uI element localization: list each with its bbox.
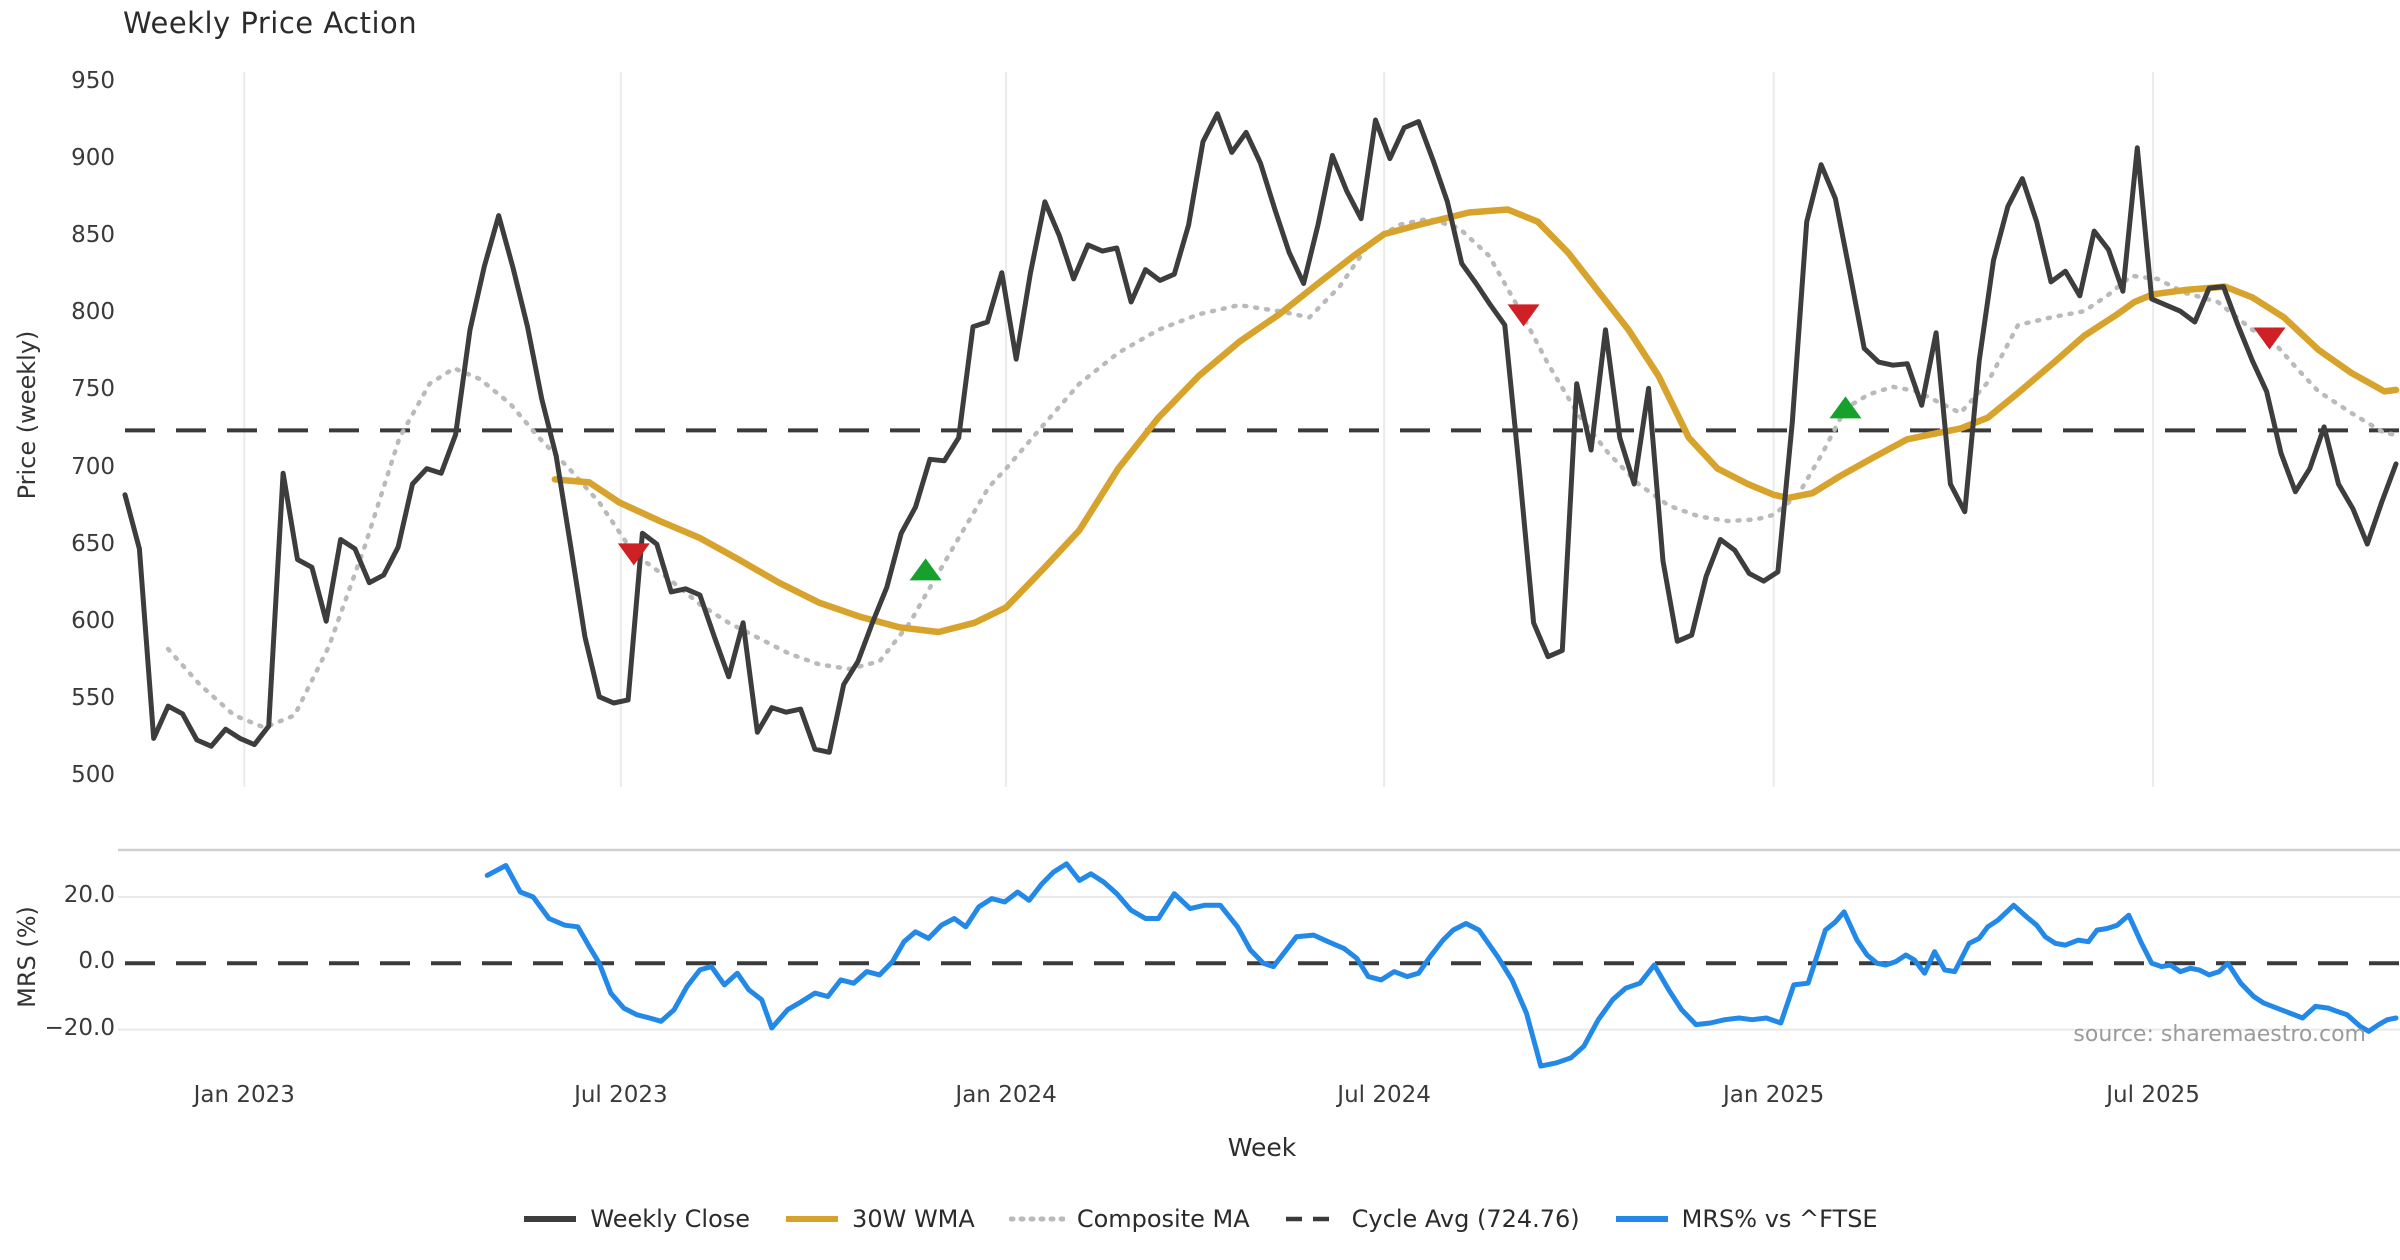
mrs-tick-label: −20.0 — [44, 1014, 115, 1041]
price-tick-label: 700 — [71, 453, 115, 480]
x-tick-label: Jul 2023 — [574, 1082, 668, 1108]
legend-item-weekly-close: Weekly Close — [522, 1205, 750, 1233]
x-tick-label: Jan 2023 — [193, 1082, 295, 1108]
price-tick-label: 500 — [71, 762, 115, 788]
legend-label: Cycle Avg (724.76) — [1351, 1205, 1580, 1233]
buy-marker — [909, 558, 942, 581]
buy-marker — [1829, 396, 1862, 419]
x-tick-label: Jan 2025 — [1722, 1082, 1825, 1108]
price-tick-label: 600 — [71, 607, 115, 634]
x-tick-label: Jul 2024 — [1337, 1082, 1431, 1108]
legend-item-mrs-vs-ftse: MRS% vs ^FTSE — [1614, 1205, 1878, 1233]
price-tick-label: 650 — [71, 530, 115, 557]
legend-item-30w-wma: 30W WMA — [784, 1205, 975, 1233]
x-tick-label: Jan 2024 — [955, 1082, 1057, 1108]
legend-swatch — [1615, 1216, 1668, 1222]
price-tick-label: 950 — [71, 68, 115, 94]
sell-marker — [1507, 304, 1540, 327]
legend-swatch — [1008, 1216, 1065, 1222]
legend-label: MRS% vs ^FTSE — [1681, 1205, 1878, 1233]
price-tick-label: 750 — [71, 376, 115, 403]
legend-item-cycle-avg-724-76: Cycle Avg (724.76) — [1284, 1205, 1580, 1233]
price-tick-label: 900 — [71, 145, 115, 172]
wma-line — [551, 206, 2400, 636]
legend-label: Composite MA — [1076, 1205, 1250, 1233]
legend-label: 30W WMA — [852, 1205, 975, 1233]
x-axis-label: Week — [1227, 1133, 1297, 1162]
x-tick-label: Jul 2025 — [2106, 1082, 2200, 1108]
price-tick-label: 550 — [71, 684, 115, 711]
mrs-gridlines — [118, 848, 2400, 1031]
chart-title: Weekly Price Action — [123, 6, 418, 40]
source-note: source: sharemaestro.com — [2073, 1022, 2366, 1047]
legend-swatch — [786, 1216, 839, 1222]
weekly-close-line — [122, 111, 2399, 755]
legend-item-composite-ma: Composite MA — [1008, 1205, 1250, 1233]
legend-swatch — [1285, 1216, 1338, 1222]
composite-ma-line — [165, 216, 2399, 730]
mrs-line — [484, 861, 2399, 1069]
mrs-tick-label: 0.0 — [78, 948, 115, 975]
sell-marker — [2253, 327, 2286, 350]
legend-swatch — [524, 1216, 577, 1222]
price-tick-label: 850 — [71, 222, 115, 249]
legend-label: Weekly Close — [590, 1205, 751, 1233]
sell-marker — [617, 543, 650, 566]
legend: Weekly Close 30W WMA Composite MA Cycle Avg… — [0, 1205, 2400, 1233]
price-tick-label: 800 — [71, 299, 115, 326]
mrs-tick-label: 20.0 — [63, 881, 115, 908]
